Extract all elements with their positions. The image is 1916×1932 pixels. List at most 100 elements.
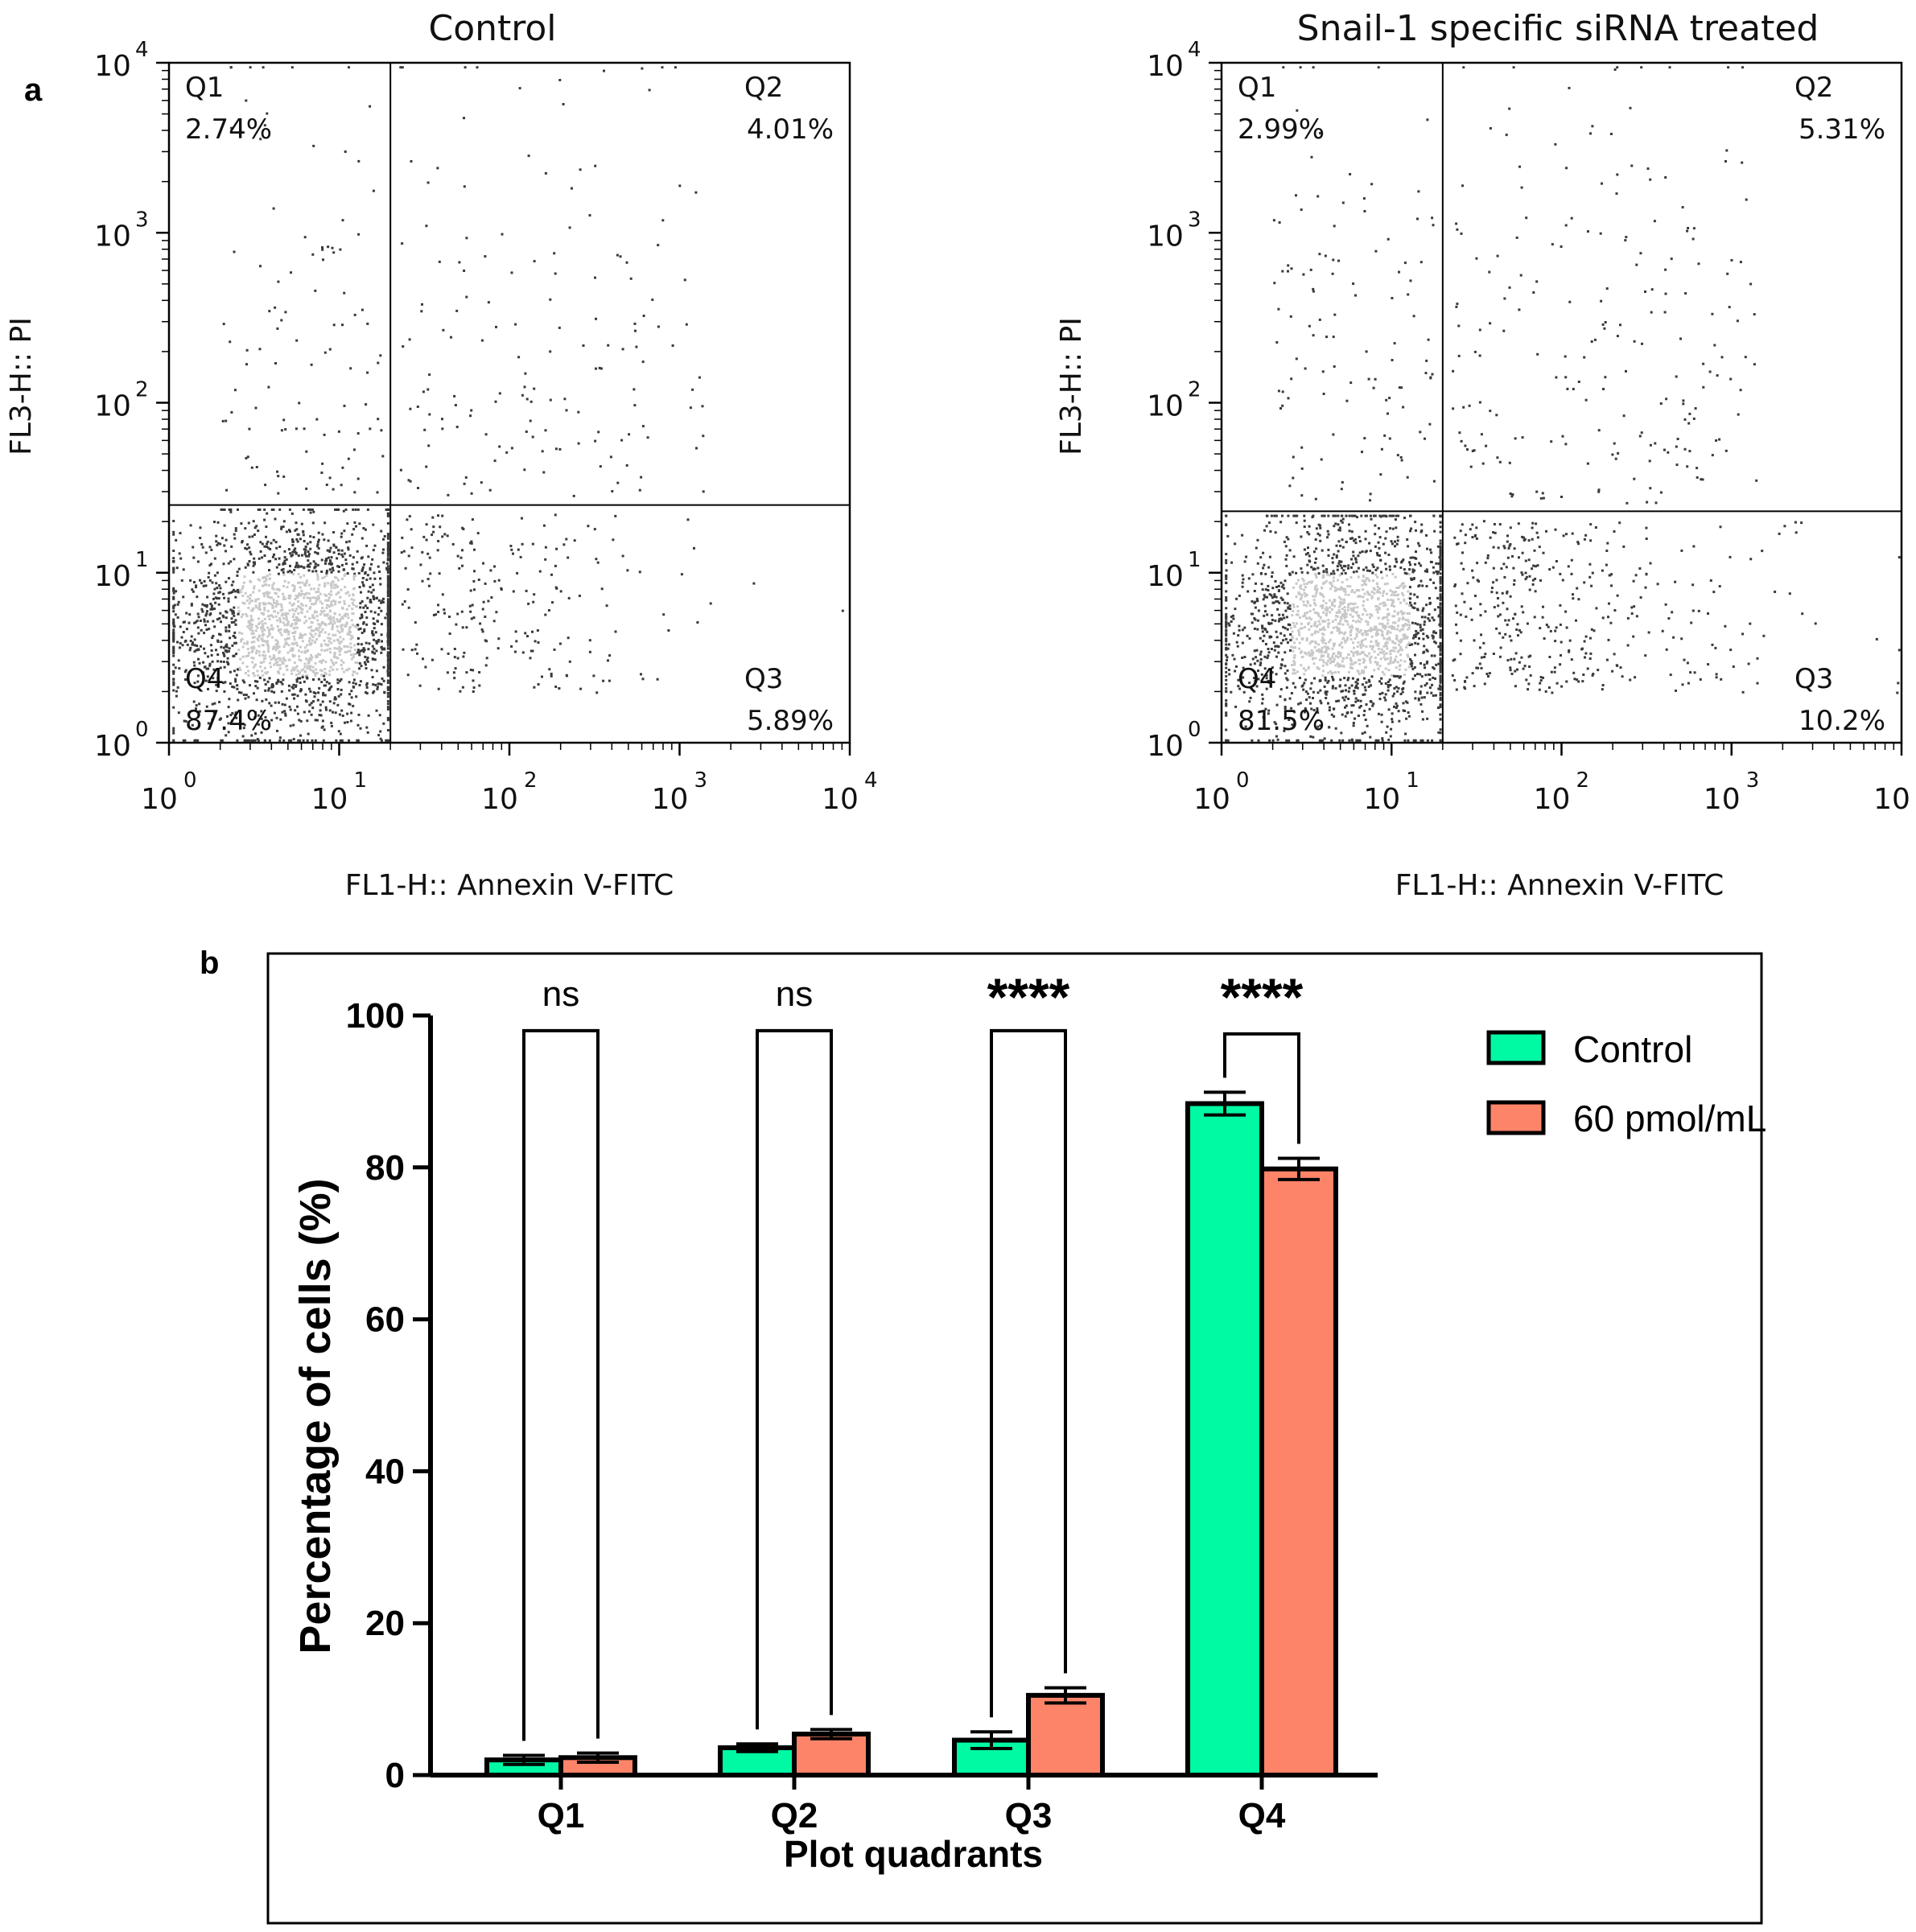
event-dot bbox=[1332, 579, 1335, 583]
event-dot bbox=[277, 572, 280, 575]
event-dot bbox=[294, 547, 297, 550]
event-dot bbox=[212, 668, 216, 671]
event-dot bbox=[386, 628, 389, 632]
event-dot bbox=[203, 620, 206, 623]
event-dot bbox=[1397, 639, 1400, 642]
event-dot bbox=[1374, 627, 1378, 630]
event-dot bbox=[326, 613, 329, 616]
event-dot bbox=[385, 562, 389, 565]
event-dot bbox=[1341, 572, 1344, 575]
event-dot bbox=[1263, 667, 1267, 670]
event-dot bbox=[340, 624, 344, 627]
event-dot bbox=[440, 648, 443, 651]
event-dot bbox=[337, 553, 340, 555]
event-dot bbox=[1536, 564, 1539, 567]
event-dot bbox=[1308, 628, 1311, 631]
event-dot bbox=[1349, 658, 1352, 661]
event-dot bbox=[223, 508, 226, 511]
event-dot bbox=[1539, 579, 1542, 582]
event-dot bbox=[1270, 648, 1273, 650]
event-dot bbox=[384, 616, 387, 620]
event-dot bbox=[296, 564, 299, 567]
event-dot bbox=[1331, 655, 1334, 658]
event-dot bbox=[1255, 597, 1259, 600]
event-dot bbox=[298, 581, 301, 584]
event-dot bbox=[1338, 623, 1341, 625]
event-dot bbox=[293, 654, 296, 657]
event-dot bbox=[1507, 546, 1510, 550]
event-dot bbox=[685, 323, 688, 326]
event-dot bbox=[1413, 593, 1416, 596]
event-dot bbox=[219, 666, 222, 669]
event-dot bbox=[448, 632, 451, 635]
event-dot bbox=[366, 596, 369, 599]
event-dot bbox=[1275, 600, 1278, 603]
event-dot bbox=[1788, 592, 1791, 595]
event-dot bbox=[1292, 609, 1295, 612]
event-dot bbox=[1279, 581, 1283, 584]
event-dot bbox=[279, 620, 282, 624]
event-dot bbox=[1311, 516, 1314, 519]
event-dot bbox=[1249, 696, 1252, 699]
event-dot bbox=[251, 629, 254, 632]
event-dot bbox=[309, 508, 312, 511]
event-dot bbox=[1325, 602, 1328, 605]
event-dot bbox=[555, 547, 558, 550]
event-dot bbox=[352, 678, 356, 682]
event-dot bbox=[252, 672, 255, 674]
event-dot bbox=[252, 657, 255, 660]
event-dot bbox=[337, 730, 340, 733]
event-dot bbox=[366, 371, 369, 374]
event-dot bbox=[179, 557, 183, 560]
event-dot bbox=[1327, 514, 1330, 517]
event-dot bbox=[308, 703, 311, 706]
event-dot bbox=[323, 433, 326, 436]
event-dot bbox=[298, 672, 301, 675]
event-dot bbox=[1253, 662, 1256, 665]
event-dot bbox=[241, 613, 245, 616]
event-dot bbox=[1308, 533, 1311, 536]
event-dot bbox=[472, 669, 475, 672]
event-dot bbox=[315, 598, 319, 601]
event-dot bbox=[1281, 514, 1284, 517]
event-dot bbox=[372, 622, 375, 625]
event-dot bbox=[1432, 566, 1435, 569]
event-dot bbox=[1329, 661, 1332, 665]
event-dot bbox=[1334, 727, 1337, 730]
event-dot bbox=[366, 660, 369, 663]
event-dot bbox=[1314, 657, 1317, 660]
event-dot bbox=[278, 650, 281, 653]
event-dot bbox=[267, 546, 270, 550]
event-dot bbox=[1583, 538, 1586, 541]
event-dot bbox=[1293, 654, 1296, 657]
event-dot bbox=[1334, 664, 1337, 667]
event-dot bbox=[1270, 514, 1273, 517]
event-dot bbox=[207, 722, 210, 725]
event-dot bbox=[356, 723, 360, 727]
event-dot bbox=[1333, 572, 1336, 575]
event-dot bbox=[480, 628, 484, 631]
event-dot bbox=[1387, 689, 1390, 692]
event-dot bbox=[1394, 659, 1397, 662]
event-dot bbox=[1352, 722, 1355, 724]
event-dot bbox=[338, 645, 341, 649]
event-dot bbox=[282, 562, 285, 566]
event-dot bbox=[225, 419, 228, 422]
event-dot bbox=[237, 508, 239, 511]
event-dot bbox=[253, 692, 255, 695]
event-dot bbox=[369, 577, 372, 580]
event-dot bbox=[356, 649, 360, 652]
event-dot bbox=[1314, 620, 1317, 624]
event-dot bbox=[409, 407, 412, 410]
event-dot bbox=[295, 521, 298, 525]
event-dot bbox=[1329, 669, 1332, 673]
event-dot bbox=[231, 644, 234, 647]
event-dot bbox=[311, 639, 314, 642]
event-dot bbox=[311, 508, 314, 511]
event-dot bbox=[1225, 643, 1228, 646]
event-dot bbox=[331, 246, 334, 249]
event-dot bbox=[184, 639, 187, 642]
event-dot bbox=[1389, 649, 1392, 653]
event-dot bbox=[1383, 601, 1386, 604]
event-dot bbox=[1555, 682, 1559, 685]
